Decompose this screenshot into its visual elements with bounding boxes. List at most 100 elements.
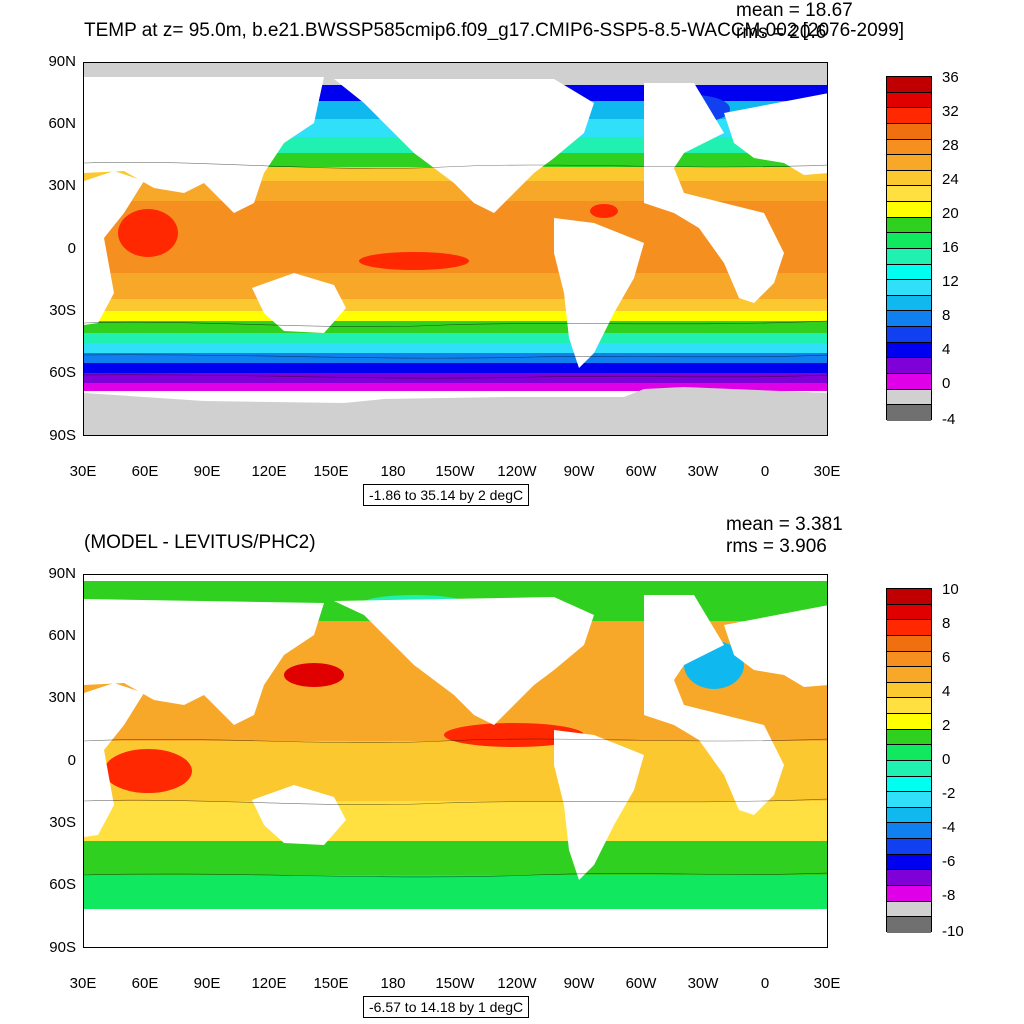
lon-label: 30W	[687, 463, 719, 480]
contour-range-label: -6.57 to 14.18 by 1 degC	[363, 996, 530, 1018]
lon-label: 180	[380, 463, 406, 480]
colorbar-swatch	[887, 714, 931, 730]
rms-label: rms = 20.6	[736, 22, 827, 43]
colorbar	[886, 588, 932, 933]
lat-label: 30S	[49, 814, 76, 831]
colorbar-swatch	[887, 342, 931, 359]
lon-label: 120W	[497, 975, 537, 992]
rms-label: rms = 3.906	[726, 536, 827, 557]
lon-label: 30E	[69, 975, 97, 992]
lat-label: 90S	[49, 427, 76, 444]
colorbar-swatch	[887, 311, 931, 327]
lon-label: 60E	[131, 463, 159, 480]
colorbar-swatch	[887, 682, 931, 699]
colorbar-label: 6	[942, 649, 951, 666]
colorbar-label: -10	[942, 923, 964, 940]
lat-label: 0	[67, 752, 76, 769]
colorbar-label: 2	[942, 717, 951, 734]
colorbar-swatch	[887, 667, 931, 683]
lon-label: 30E	[813, 975, 841, 992]
colorbar-swatch	[887, 92, 931, 109]
contour-range-label: -1.86 to 35.14 by 2 degC	[363, 484, 530, 506]
colorbar-swatch	[887, 839, 931, 855]
colorbar-label: -4	[942, 819, 956, 836]
colorbar-label: -6	[942, 853, 956, 870]
temperature-panel: TEMP at z= 95.0m, b.e21.BWSSP585cmip6.f0…	[48, 0, 959, 506]
lon-label: 60W	[625, 975, 657, 992]
colorbar-label: 0	[942, 751, 951, 768]
colorbar-swatch	[887, 698, 931, 714]
colorbar-swatch	[887, 854, 931, 871]
panel-title: TEMP at z= 95.0m, b.e21.BWSSP585cmip6.f0…	[84, 20, 905, 41]
colorbar-swatch	[887, 217, 931, 234]
lat-label: 90N	[48, 53, 76, 70]
lat-label: 30N	[48, 689, 76, 706]
lon-label: 150E	[313, 975, 349, 992]
lat-label: 90S	[49, 939, 76, 956]
difference-field	[84, 575, 827, 947]
colorbar-label: 32	[942, 103, 959, 120]
colorbar-label: 20	[942, 205, 959, 222]
colorbar-swatch	[887, 186, 931, 202]
colorbar-swatch	[887, 776, 931, 793]
colorbar-label: -4	[942, 411, 956, 428]
lon-label: 0	[760, 975, 770, 992]
colorbar-label: 12	[942, 273, 959, 290]
colorbar-swatch	[887, 358, 931, 374]
lat-label: 30N	[48, 177, 76, 194]
colorbar-swatch	[887, 807, 931, 824]
panel-title: (MODEL - LEVITUS/PHC2)	[84, 532, 316, 553]
lon-label: 90E	[193, 463, 221, 480]
mean-label: mean = 3.381	[726, 514, 843, 535]
colorbar-swatch	[887, 604, 931, 621]
colorbar-label: 8	[942, 615, 951, 632]
lon-label: 150W	[435, 463, 475, 480]
colorbar-swatch	[887, 123, 931, 140]
lon-label: 0	[760, 463, 770, 480]
lat-label: 60N	[48, 115, 76, 132]
lon-label: 90W	[563, 463, 595, 480]
colorbar-swatch	[887, 248, 931, 265]
lon-label: 30E	[813, 463, 841, 480]
colorbar-swatch	[887, 233, 931, 249]
colorbar-label: 16	[942, 239, 959, 256]
colorbar-label: 10	[942, 581, 959, 598]
colorbar-swatch	[887, 651, 931, 668]
colorbar-swatch	[887, 885, 931, 902]
colorbar-swatch	[887, 620, 931, 636]
colorbar-label: -2	[942, 785, 956, 802]
colorbar-swatch	[887, 264, 931, 281]
colorbar-swatch	[887, 295, 931, 312]
colorbar-swatch	[887, 635, 931, 652]
colorbar-swatch	[887, 389, 931, 406]
temperature-field	[84, 63, 827, 435]
colorbar-swatch	[887, 405, 931, 421]
colorbar-swatch	[887, 917, 931, 933]
lat-label: 90N	[48, 565, 76, 582]
colorbar-label: 8	[942, 307, 951, 324]
colorbar-label: 0	[942, 375, 951, 392]
lon-label: 150W	[435, 975, 475, 992]
colorbar-swatch	[887, 823, 931, 839]
colorbar-swatch	[887, 139, 931, 156]
lat-label: 60N	[48, 627, 76, 644]
colorbar-swatch	[887, 327, 931, 343]
lon-label: 60W	[625, 463, 657, 480]
lon-label: 180	[380, 975, 406, 992]
difference-map	[83, 574, 828, 948]
colorbar-swatch	[887, 901, 931, 918]
colorbar-swatch	[887, 589, 931, 605]
colorbar-swatch	[887, 155, 931, 171]
colorbar-swatch	[887, 729, 931, 746]
mean-label: mean = 18.67	[736, 0, 853, 21]
colorbar-swatch	[887, 745, 931, 761]
lon-label: 30E	[69, 463, 97, 480]
lat-label: 60S	[49, 876, 76, 893]
lat-label: 30S	[49, 302, 76, 319]
temperature-map	[83, 62, 828, 436]
lon-label: 120E	[251, 463, 287, 480]
lon-label: 60E	[131, 975, 159, 992]
colorbar-swatch	[887, 373, 931, 390]
colorbar-swatch	[887, 77, 931, 93]
colorbar-swatch	[887, 760, 931, 777]
